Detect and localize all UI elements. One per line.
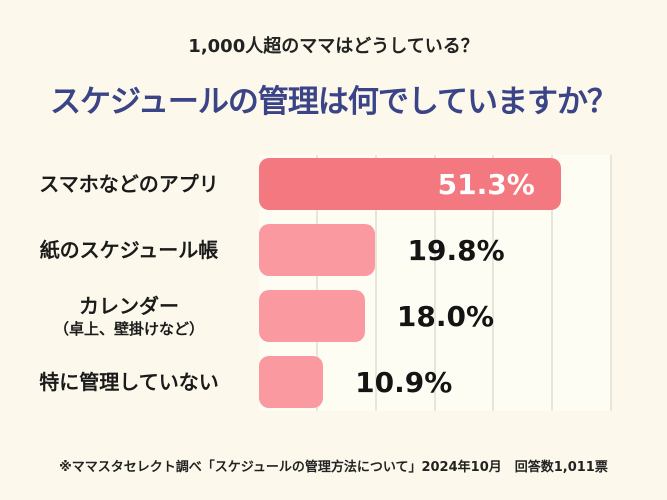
- category-label-text: 特に管理していない: [39, 370, 219, 394]
- bar-chart: 51.3% スマホなどのアプリ 紙のスケジュール帳 19.8% カレンダー （卓上、壁掛…: [0, 155, 667, 411]
- category-label-text: カレンダー: [79, 294, 179, 318]
- page-title: スケジュールの管理は何でしていますか？: [50, 84, 618, 120]
- bar: [259, 224, 376, 276]
- gridline: [492, 155, 495, 411]
- subtitle: 1,000人超のママはどうしている？: [188, 36, 479, 57]
- value-label: 51.3%: [437, 167, 535, 201]
- category-label-text: スマホなどのアプリ: [39, 172, 219, 196]
- category-label: スマホなどのアプリ: [8, 158, 250, 210]
- plot-area: 51.3%: [259, 155, 612, 411]
- gridline: [610, 155, 612, 411]
- value-label: 10.9%: [355, 365, 453, 399]
- category-label: 特に管理していない: [8, 356, 250, 408]
- category-label: カレンダー （卓上、壁掛けなど）: [8, 290, 250, 342]
- source-note: ※ママスタセレクト調べ「スケジュールの管理方法について」2024年10月 回答数…: [59, 460, 608, 475]
- gridline: [551, 155, 554, 411]
- category-label: 紙のスケジュール帳: [8, 224, 250, 276]
- bar: [259, 290, 365, 342]
- category-label-text: 紙のスケジュール帳: [39, 238, 219, 262]
- bar: 51.3%: [259, 158, 561, 210]
- gridline: [315, 155, 318, 411]
- value-label: 18.0%: [396, 299, 495, 333]
- bar: [259, 356, 324, 408]
- value-label: 19.8%: [407, 233, 505, 267]
- gridline: [433, 155, 436, 411]
- category-sublabel-text: （卓上、壁掛けなど）: [53, 320, 204, 338]
- gridline: [374, 155, 377, 411]
